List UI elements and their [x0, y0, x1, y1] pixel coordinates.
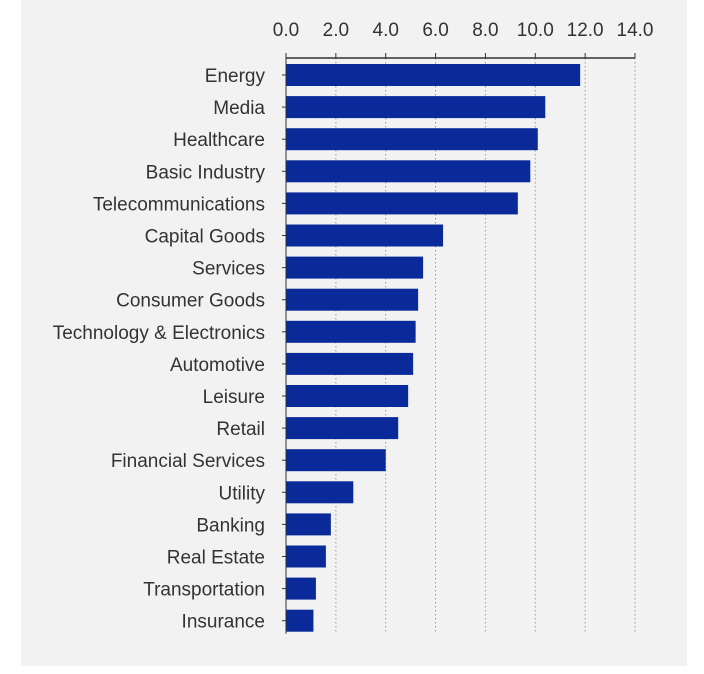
category-label: Leisure: [203, 387, 265, 408]
bar: [286, 128, 538, 151]
bar: [286, 96, 546, 119]
x-tick-label: 10.0: [517, 20, 554, 41]
category-label: Healthcare: [173, 130, 265, 151]
x-tick-label: 6.0: [422, 20, 448, 41]
bar: [286, 288, 419, 311]
bar: [286, 385, 409, 407]
bar: [286, 352, 414, 375]
category-label: Retail: [216, 419, 265, 440]
bar: [286, 64, 581, 86]
category-label: Insurance: [182, 612, 265, 633]
bar: [286, 417, 399, 440]
x-tick-label: 8.0: [472, 20, 498, 41]
category-label: Financial Services: [111, 451, 265, 472]
x-tick-label: 12.0: [567, 20, 604, 41]
bar: [286, 256, 424, 279]
category-label: Technology & Electronics: [53, 323, 265, 344]
category-label: Real Estate: [167, 548, 265, 569]
category-label: Basic Industry: [146, 162, 266, 183]
bar-layer: [286, 64, 581, 632]
category-label: Consumer Goods: [116, 291, 265, 312]
category-label: Automotive: [170, 355, 265, 376]
bar: [286, 609, 314, 632]
bar: [286, 192, 518, 215]
axis-layer: [282, 53, 636, 634]
x-tick-label: 4.0: [373, 20, 399, 41]
category-label: Banking: [196, 515, 265, 536]
category-label: Services: [192, 259, 265, 280]
bar: [286, 449, 386, 472]
category-label: Energy: [205, 66, 266, 87]
bar: [286, 320, 416, 343]
bar: [286, 160, 531, 183]
x-tick-label: 14.0: [617, 20, 654, 41]
category-label: Transportation: [143, 580, 265, 601]
category-label: Capital Goods: [145, 227, 265, 248]
bar: [286, 224, 444, 247]
category-label: Telecommunications: [93, 194, 265, 215]
x-tick-label: 2.0: [323, 20, 349, 41]
bar: [286, 481, 354, 504]
bar: [286, 577, 316, 600]
bar: [286, 545, 326, 568]
category-label: Utility: [219, 483, 266, 504]
label-layer: 0.0 2.0 4.0 6.0 8.0 10.0 12.0 14.0 Energy Media He…: [53, 20, 654, 633]
category-label: Media: [213, 98, 265, 119]
x-tick-label: 0.0: [273, 20, 299, 41]
bar: [286, 513, 331, 536]
